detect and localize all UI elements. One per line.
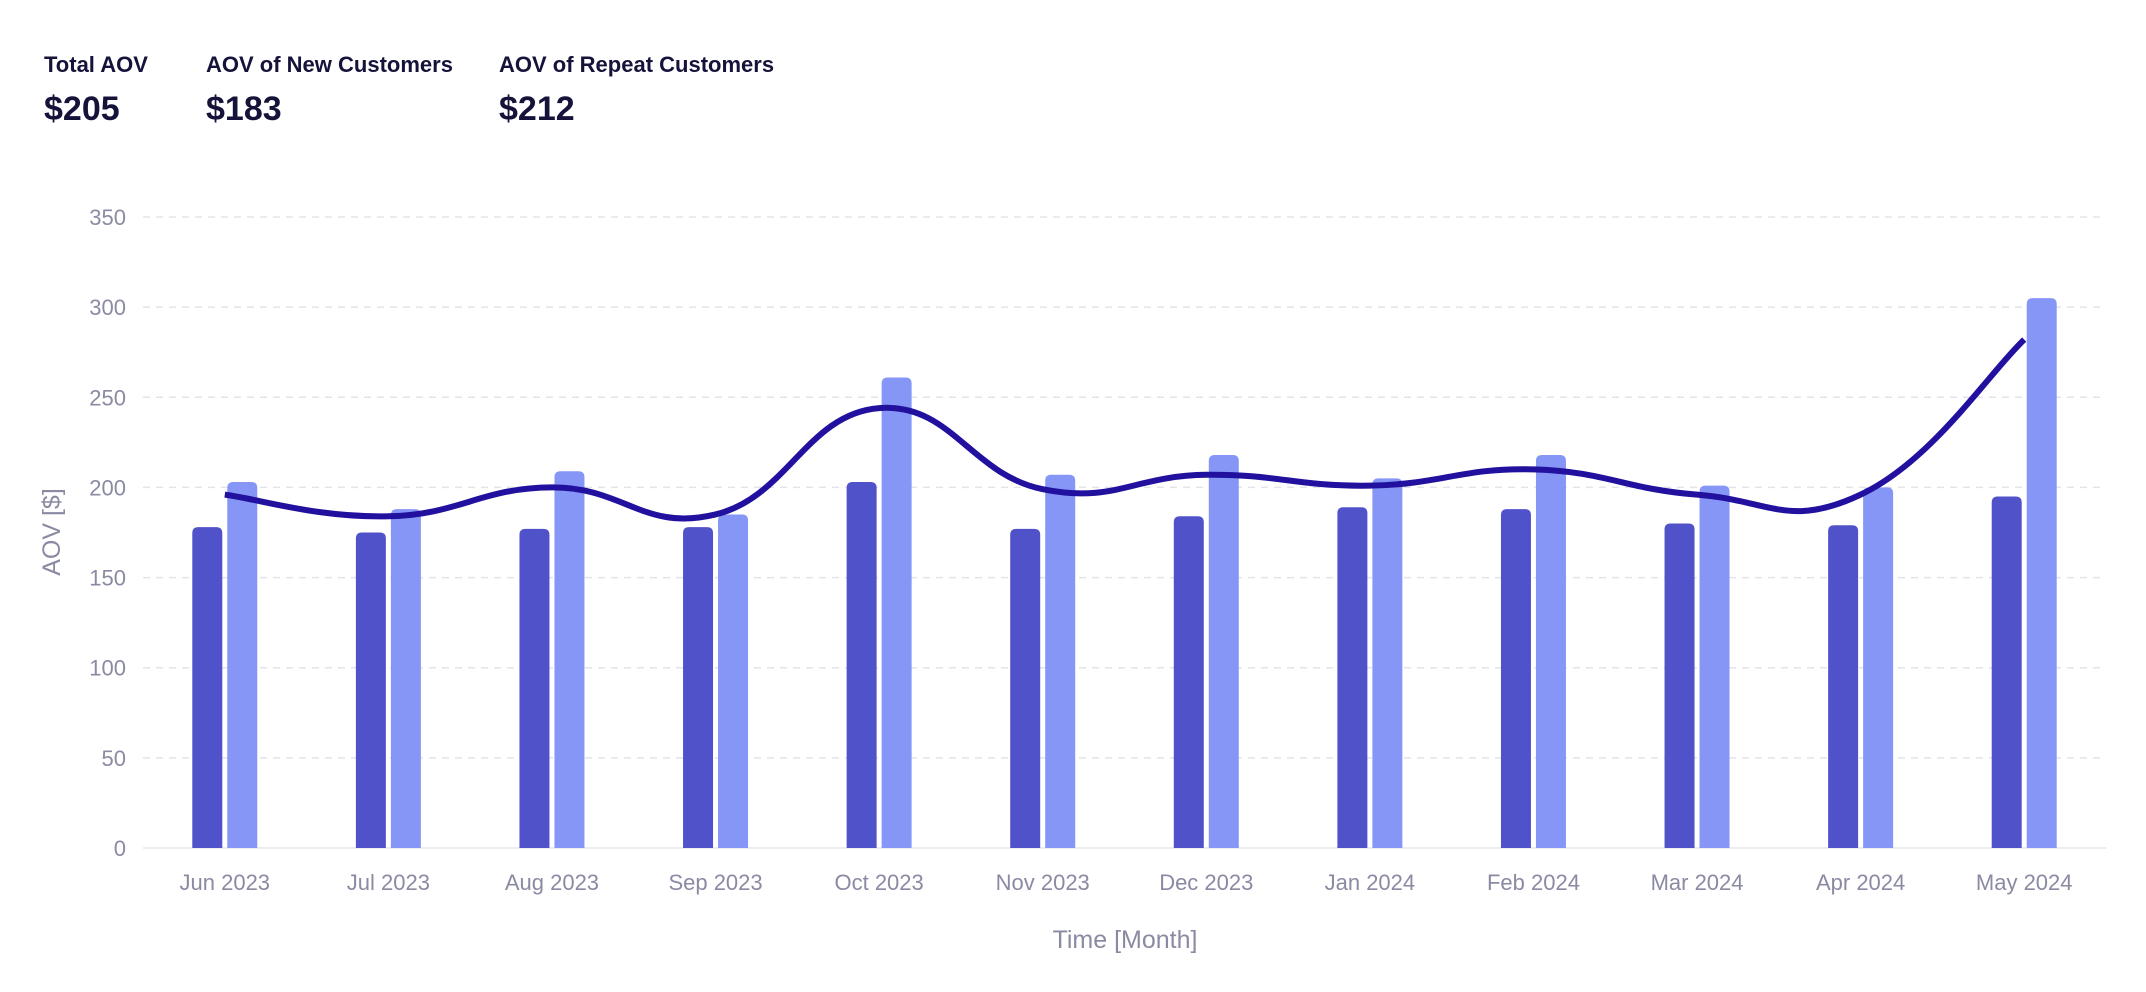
x-axis-title: Time [Month] bbox=[1053, 926, 1198, 954]
bar bbox=[390, 509, 421, 848]
bar bbox=[1208, 454, 1239, 848]
x-tick-label: Jun 2023 bbox=[180, 870, 271, 895]
bar bbox=[519, 528, 550, 848]
kpi-repeat-customers-aov: AOV of Repeat Customers $212 bbox=[499, 52, 774, 129]
x-tick-label: Aug 2023 bbox=[505, 870, 599, 895]
bar bbox=[718, 514, 749, 848]
y-axis-title: AOV [$] bbox=[38, 488, 66, 576]
kpi-value: $205 bbox=[44, 90, 120, 128]
x-axis-ticks: Jun 2023 Jul 2023 Aug 2023 Sep 2023 Oct 2023… bbox=[180, 870, 2073, 895]
kpi-new-customers-aov: AOV of New Customers $183 bbox=[206, 52, 453, 129]
y-tick-label: 0 bbox=[114, 836, 126, 861]
bar bbox=[2026, 298, 2057, 849]
bar bbox=[1535, 454, 1566, 848]
x-tick-label: Jan 2024 bbox=[1325, 870, 1416, 895]
bar bbox=[192, 527, 223, 848]
bar bbox=[1863, 487, 1894, 848]
bar bbox=[227, 482, 258, 848]
bar bbox=[1372, 478, 1403, 848]
x-tick-label: Jul 2023 bbox=[347, 870, 430, 895]
bar bbox=[1010, 528, 1041, 848]
aov-trend-line bbox=[224, 337, 2027, 522]
x-tick-label: Mar 2024 bbox=[1651, 870, 1744, 895]
bar bbox=[683, 527, 714, 848]
y-tick-label: 50 bbox=[102, 746, 126, 771]
bar bbox=[1337, 507, 1368, 848]
bar bbox=[846, 482, 877, 848]
kpi-value: $183 bbox=[206, 90, 282, 128]
y-tick-label: 250 bbox=[89, 385, 126, 410]
y-tick-label: 150 bbox=[89, 566, 126, 591]
bar bbox=[355, 532, 386, 848]
bar bbox=[881, 377, 912, 848]
bar bbox=[554, 471, 585, 848]
bar bbox=[1045, 474, 1076, 848]
y-axis-ticks: 0 50 100 150 200 250 300 350 bbox=[89, 205, 126, 861]
bar bbox=[1991, 496, 2022, 848]
kpi-total-aov: Total AOV $205 bbox=[44, 52, 148, 129]
bar bbox=[1173, 516, 1204, 848]
kpi-value: $212 bbox=[499, 90, 575, 128]
line-series bbox=[224, 337, 2027, 522]
y-tick-label: 200 bbox=[89, 475, 126, 500]
kpi-label: Total AOV bbox=[44, 52, 148, 77]
x-tick-label: Dec 2023 bbox=[1159, 870, 1253, 895]
kpi-label: AOV of Repeat Customers bbox=[499, 52, 775, 77]
y-tick-label: 100 bbox=[89, 656, 126, 681]
y-tick-label: 350 bbox=[89, 205, 126, 230]
kpi-summary: Total AOV $205 AOV of New Customers $183… bbox=[0, 0, 2146, 150]
x-tick-label: Nov 2023 bbox=[996, 870, 1090, 895]
kpi-label: AOV of New Customers bbox=[206, 52, 453, 77]
bar bbox=[1500, 509, 1531, 848]
bar bbox=[1828, 525, 1859, 848]
bar bbox=[1664, 523, 1695, 848]
x-tick-label: Sep 2023 bbox=[668, 870, 762, 895]
x-tick-label: Apr 2024 bbox=[1816, 870, 1905, 895]
bar bbox=[1699, 485, 1730, 848]
x-tick-label: May 2024 bbox=[1976, 870, 2073, 895]
bar-series bbox=[192, 298, 2057, 849]
grid-lines bbox=[143, 216, 2106, 849]
y-tick-label: 300 bbox=[89, 295, 126, 320]
x-tick-label: Feb 2024 bbox=[1487, 870, 1580, 895]
x-tick-label: Oct 2023 bbox=[834, 870, 923, 895]
